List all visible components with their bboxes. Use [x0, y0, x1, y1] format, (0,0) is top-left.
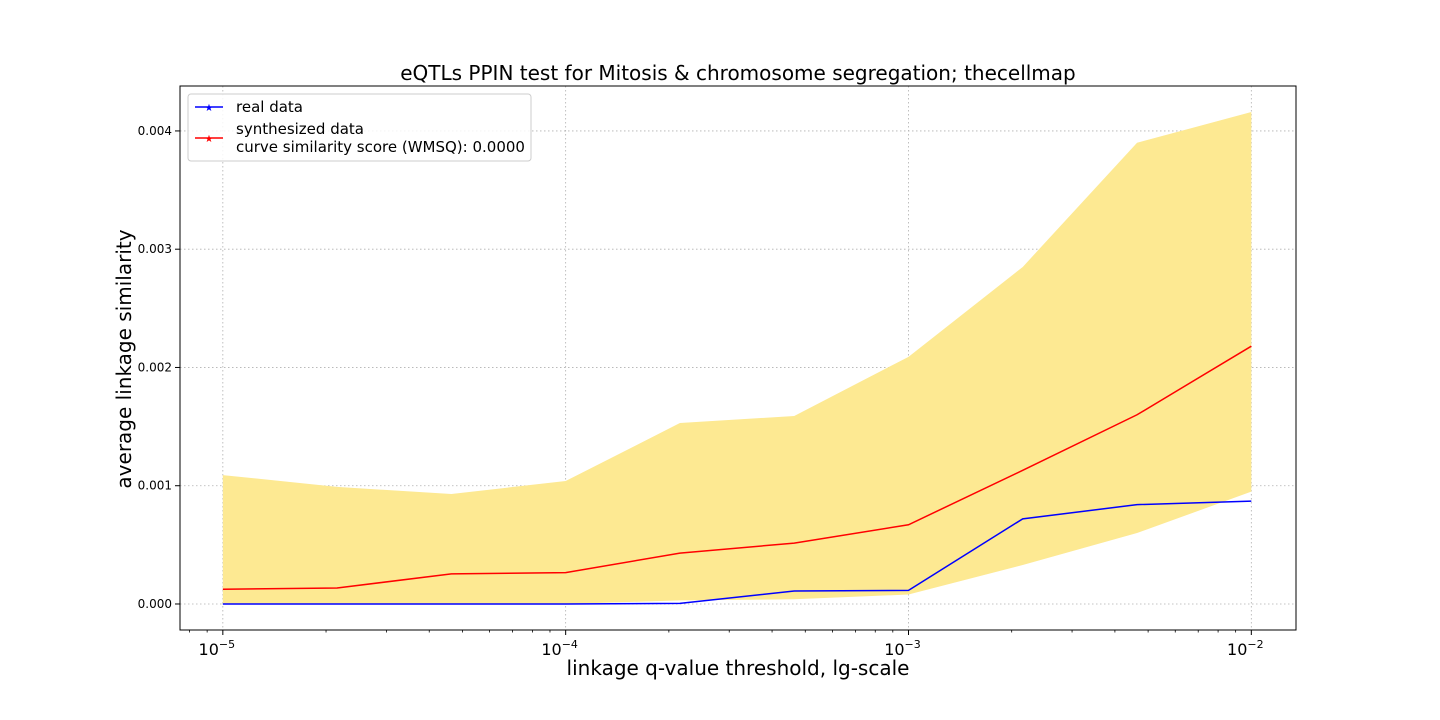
legend-marker-real-data: ★ [205, 103, 214, 114]
x-tick-label: 10−5 [199, 638, 236, 659]
x-tick-label: 10−4 [541, 638, 578, 659]
chart-title: eQTLs PPIN test for Mitosis & chromosome… [400, 61, 1076, 85]
x-tick-label: 10−3 [884, 638, 921, 659]
series-line-0 [222, 500, 1252, 605]
legend-frame [187, 93, 532, 162]
y-tick-label: 0.004 [138, 124, 172, 138]
legend-label-real-data: real data [236, 98, 303, 116]
legend-label-synthesized-data: synthesized data [236, 120, 364, 138]
series-layer [222, 345, 1252, 605]
confidence-band [222, 112, 1252, 604]
confidence-band-layer [222, 112, 1252, 604]
legend-label-similarity-score: curve similarity score (WMSQ): 0.0000 [236, 138, 525, 156]
y-tick-label: 0.001 [138, 479, 172, 493]
ticks-layer: 10−5 10−4 10−3 10−2 0.000 0.001 0.002 0.003 0.00… [138, 124, 1264, 659]
legend-marker-synthesized-data: ★ [205, 134, 214, 145]
y-tick-label: 0.003 [138, 242, 172, 256]
x-tick-label: 10−2 [1227, 638, 1264, 659]
x-axis-label: linkage q-value threshold, lg-scale [567, 656, 910, 680]
legend: ★ real data ★ synthesized data curve sim… [187, 93, 532, 162]
series-line-1 [222, 345, 1252, 590]
y-axis-label: average linkage similarity [112, 229, 136, 488]
y-tick-label: 0.002 [138, 360, 172, 374]
plot-frame [179, 85, 1297, 631]
y-tick-label: 0.000 [138, 597, 172, 611]
